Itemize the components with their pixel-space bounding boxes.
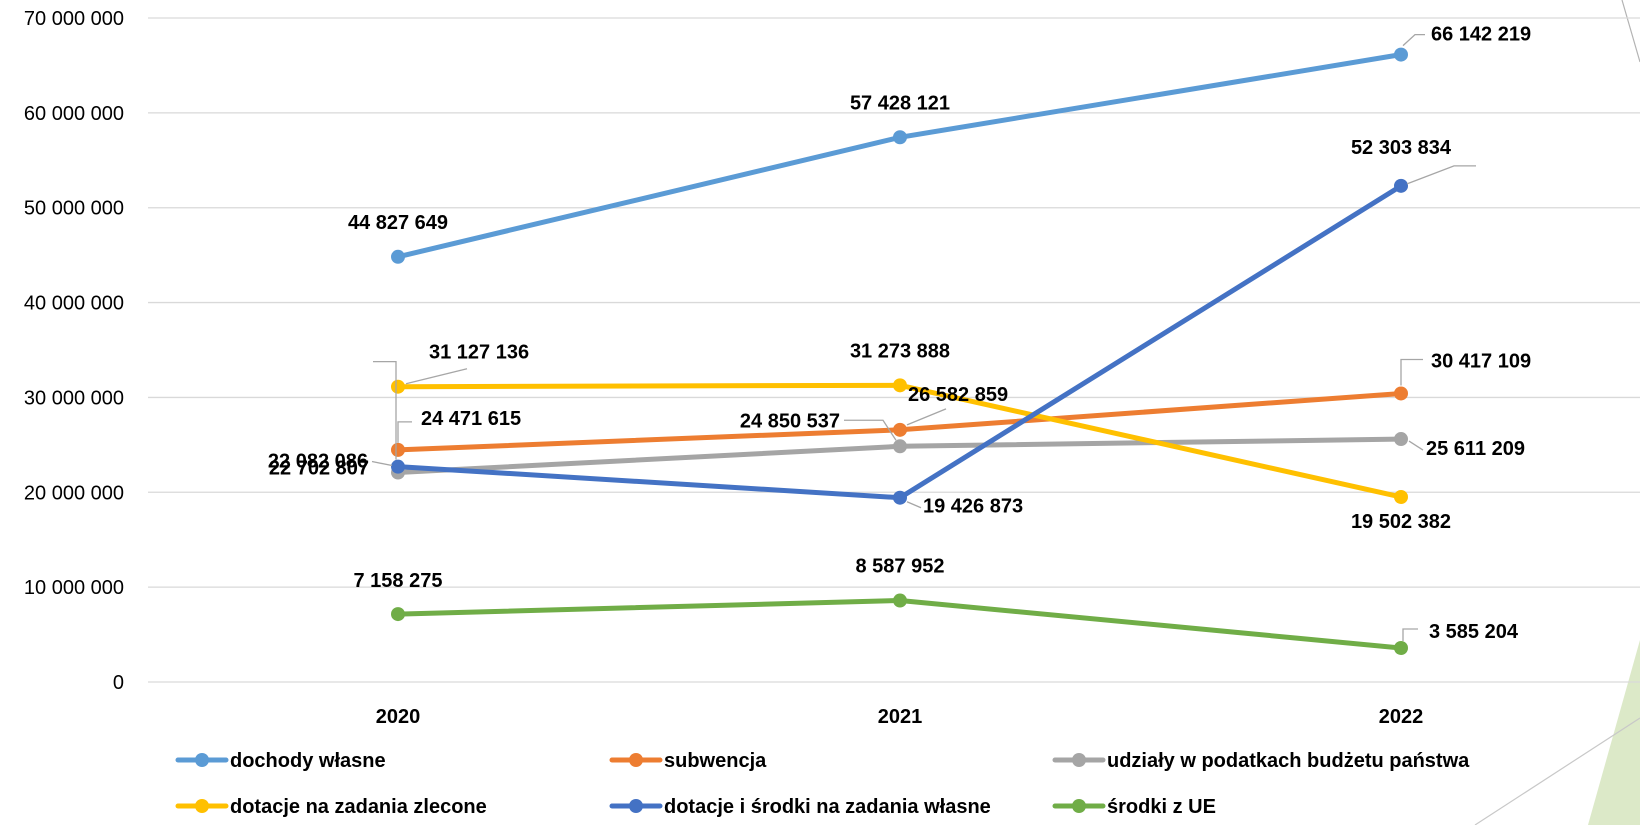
legend-item: dochody własne xyxy=(175,750,386,772)
legend-swatch-marker xyxy=(629,799,643,813)
data-label: 26 582 859 xyxy=(908,384,1008,406)
decoration-line xyxy=(1474,717,1640,825)
y-tick-label: 10 000 000 xyxy=(24,577,124,599)
legend-swatch-marker xyxy=(195,753,209,767)
y-tick-label: 60 000 000 xyxy=(24,103,124,125)
legend-label: udziały w podatkach budżetu państwa xyxy=(1107,750,1470,772)
data-label: 52 303 834 xyxy=(1351,137,1452,159)
data-label: 3 585 204 xyxy=(1429,621,1519,643)
legend-label: subwencja xyxy=(664,750,767,772)
data-label: 24 850 537 xyxy=(740,410,840,432)
legend-item: subwencja xyxy=(609,750,767,772)
y-tick-label: 20 000 000 xyxy=(24,482,124,504)
leader-line xyxy=(1402,628,1418,641)
data-label: 44 827 649 xyxy=(348,212,448,234)
decoration-line xyxy=(1621,0,1640,63)
data-label: 25 611 209 xyxy=(1426,438,1525,460)
data-point xyxy=(1394,386,1408,401)
legend-swatch-marker xyxy=(1072,799,1086,813)
legend-item: dotacje i środki na zadania własne xyxy=(609,796,991,818)
data-point xyxy=(391,607,405,622)
legend-label: środki z UE xyxy=(1107,796,1216,818)
data-label: 30 417 109 xyxy=(1431,350,1531,372)
x-tick-label: 2020 xyxy=(376,706,421,728)
legend-item: udziały w podatkach budżetu państwa xyxy=(1052,750,1470,772)
data-label: 57 428 121 xyxy=(850,92,950,114)
data-point xyxy=(893,422,907,437)
data-point xyxy=(391,442,405,457)
data-label: 7 158 275 xyxy=(354,570,443,592)
data-point xyxy=(893,490,907,505)
data-point xyxy=(391,459,405,474)
y-tick-label: 50 000 000 xyxy=(24,198,124,220)
legend-label: dotacje i środki na zadania własne xyxy=(664,796,991,818)
y-axis: 0 10 000 000 20 000 000 30 000 000 40 000 00… xyxy=(24,8,124,694)
x-axis: 2020 2021 2022 xyxy=(376,706,1424,728)
series-line xyxy=(395,52,1404,260)
leader-line xyxy=(371,460,393,467)
data-point xyxy=(1394,432,1408,447)
legend: dochody własne subwencja udziały w podatka… xyxy=(175,750,1470,818)
data-label: 22 702 807 xyxy=(269,458,369,480)
legend-item: środki z UE xyxy=(1052,796,1216,818)
data-point xyxy=(893,439,907,454)
data-point xyxy=(893,130,907,145)
legend-swatch-marker xyxy=(195,799,209,813)
series-line xyxy=(395,598,1404,651)
data-label: 19 502 382 xyxy=(1351,511,1451,533)
gridlines xyxy=(148,17,1640,683)
x-tick-label: 2022 xyxy=(1379,706,1424,728)
slide-decoration xyxy=(1474,0,1640,825)
data-point xyxy=(1394,490,1408,505)
leader-line xyxy=(906,408,947,426)
legend-item: dotacje na zadania zlecone xyxy=(175,796,487,818)
leader-line xyxy=(405,368,468,385)
data-point xyxy=(893,593,907,608)
leader-line xyxy=(1408,440,1424,451)
data-label: 22 082 086 xyxy=(268,451,368,473)
y-tick-label: 0 xyxy=(113,672,124,694)
data-labels: 44 827 649 57 428 121 66 142 219 24 471 615… xyxy=(268,24,1531,643)
data-label: 66 142 219 xyxy=(1431,24,1531,46)
data-label: 31 273 888 xyxy=(850,340,950,362)
data-label: 24 471 615 xyxy=(421,408,521,430)
data-point xyxy=(1394,640,1408,655)
data-point xyxy=(391,379,405,394)
data-label: 19 426 873 xyxy=(923,496,1023,518)
data-point xyxy=(1394,47,1408,62)
legend-label: dochody własne xyxy=(230,750,386,772)
leader-line xyxy=(844,419,897,441)
series-layer xyxy=(391,47,1408,655)
data-label: 31 127 136 xyxy=(429,342,529,364)
legend-swatch-marker xyxy=(1072,753,1086,767)
leader-line xyxy=(1400,358,1423,386)
green-accent-shape xyxy=(1588,640,1640,825)
y-tick-label: 70 000 000 xyxy=(24,8,124,30)
leader-line xyxy=(906,501,922,509)
data-point xyxy=(893,378,907,393)
leader-line xyxy=(373,360,397,460)
leader-line xyxy=(1406,165,1476,185)
leader-line xyxy=(1402,33,1425,47)
data-point xyxy=(1394,178,1408,193)
data-point xyxy=(391,249,405,264)
x-tick-label: 2021 xyxy=(878,706,923,728)
y-tick-label: 30 000 000 xyxy=(24,387,124,409)
legend-swatch-marker xyxy=(629,753,643,767)
legend-label: dotacje na zadania zlecone xyxy=(230,796,487,818)
data-label: 8 587 952 xyxy=(856,556,945,578)
leader-line xyxy=(397,421,412,443)
y-tick-label: 40 000 000 xyxy=(24,293,124,315)
